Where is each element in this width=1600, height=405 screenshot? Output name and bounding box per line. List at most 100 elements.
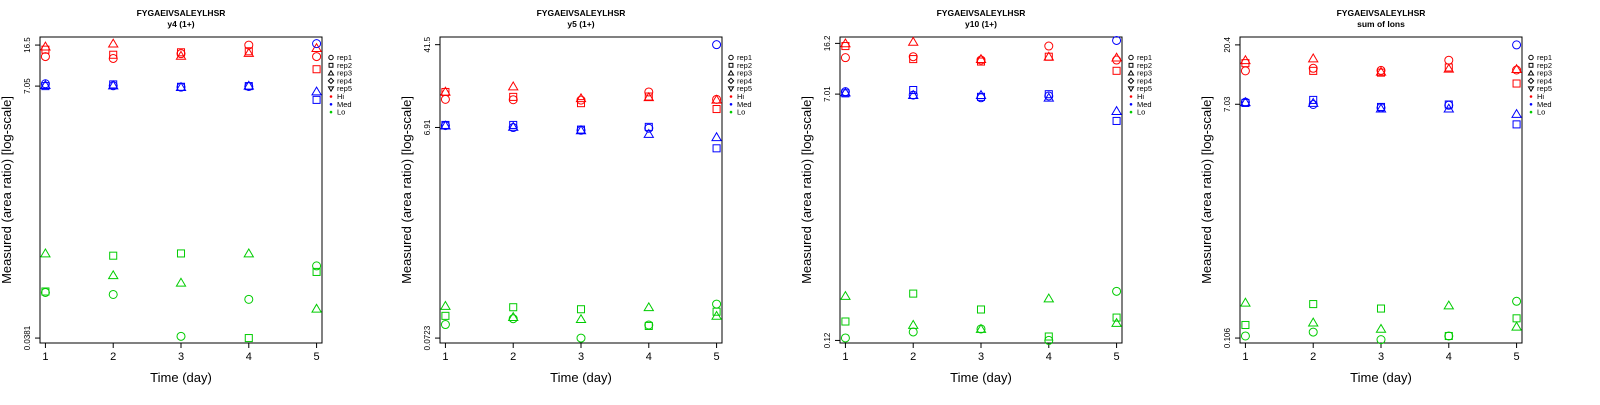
data-point: [176, 331, 186, 341]
data-point: [176, 48, 186, 57]
data-point: [1512, 65, 1522, 75]
data-point: [175, 277, 187, 287]
x-tick-label: 5: [314, 351, 320, 363]
legend-marker: [327, 77, 335, 85]
data-point: [975, 53, 987, 63]
series-med-rep3: [1239, 96, 1523, 118]
data-point: [643, 128, 655, 138]
data-point: [841, 317, 850, 326]
chart-title: FYGAEIVSALEYLHSR: [937, 8, 1026, 18]
series-hi-rep2: [441, 87, 721, 114]
x-tick-label: 1: [842, 351, 848, 363]
legend-label: rep5: [1137, 84, 1152, 93]
chart-subtitle: y4 (1+): [167, 19, 194, 29]
data-point: [576, 305, 586, 314]
data-point: [509, 92, 518, 101]
data-point: [907, 319, 919, 329]
x-tick-label: 2: [1310, 351, 1316, 363]
plot-frame: [439, 36, 723, 344]
data-point: [507, 121, 519, 131]
data-point: [1111, 317, 1123, 327]
y-tick-label: 0.0381: [23, 325, 32, 350]
data-point: [1044, 332, 1053, 341]
data-point: [1376, 335, 1386, 345]
y-tick-label: 7.05: [23, 78, 32, 94]
data-point: [107, 269, 119, 280]
chart-title: FYGAEIVSALEYLHSR: [137, 8, 226, 18]
data-point: [907, 36, 919, 46]
data-point: [1443, 300, 1455, 310]
legend-marker: [1527, 69, 1535, 76]
legend-marker: [728, 54, 734, 61]
data-point: [1112, 35, 1122, 45]
data-point: [839, 290, 851, 300]
series-med-rep3: [439, 120, 723, 142]
legend-label: rep5: [737, 84, 752, 93]
legend-label: rep2: [1537, 61, 1552, 70]
x-tick-label: 3: [578, 351, 584, 363]
data-point: [441, 311, 450, 320]
data-point: [1044, 41, 1054, 51]
data-point: [1240, 331, 1250, 341]
data-point: [1044, 90, 1053, 99]
y-tick-label: 16.5: [23, 37, 32, 53]
series-hi-rep3: [39, 38, 323, 60]
legend-dot: [1529, 103, 1533, 106]
data-point: [312, 261, 322, 271]
data-point: [508, 95, 518, 105]
legend-label: Med: [1137, 100, 1152, 109]
chart-title: FYGAEIVSALEYLHSR: [1337, 8, 1426, 18]
chart-title: FYGAEIVSALEYLHSR: [537, 8, 626, 18]
data-point: [1241, 320, 1250, 330]
y-tick-label: 20.4: [1223, 37, 1232, 53]
x-tick-label: 5: [1514, 351, 1520, 363]
series-hi-rep3: [1239, 53, 1523, 76]
series-lo-rep1: [840, 286, 1122, 345]
legend-label: Lo: [1137, 108, 1145, 117]
legend-label: rep4: [337, 76, 352, 85]
chart-subtitle: y10 (1+): [965, 19, 997, 29]
data-point: [1512, 79, 1521, 88]
legend-label: Lo: [737, 108, 745, 117]
data-point: [711, 94, 723, 104]
data-point: [1307, 53, 1319, 63]
legend-label: rep3: [1137, 69, 1152, 78]
series-med-rep2: [841, 85, 1121, 125]
legend-label: rep3: [1537, 69, 1552, 78]
data-point: [643, 301, 655, 312]
data-point: [39, 248, 51, 258]
data-point: [909, 85, 918, 95]
chart-subtitle: sum of Ions: [1357, 19, 1405, 29]
series-lo-rep3: [839, 290, 1123, 333]
x-tick-label: 5: [714, 351, 720, 363]
data-point: [711, 310, 723, 320]
legend-label: rep2: [737, 61, 752, 70]
legend-dot: [1129, 103, 1133, 106]
series-med-rep1: [440, 40, 722, 135]
data-point: [244, 294, 254, 304]
legend-marker: [727, 86, 735, 93]
data-point: [508, 314, 518, 324]
data-point: [244, 334, 253, 343]
chart-subtitle: y5 (1+): [567, 19, 594, 29]
x-tick-label: 3: [978, 351, 984, 363]
data-point: [575, 313, 587, 324]
data-point: [312, 267, 321, 276]
series-med-rep3: [839, 87, 1123, 115]
y-axis-label: Measured (area ratio) [log-scale]: [0, 96, 14, 284]
legend-dot: [1129, 110, 1133, 114]
legend-dot: [1129, 95, 1133, 98]
y-axis-label: Measured (area ratio) [log-scale]: [399, 96, 414, 284]
data-point: [175, 81, 187, 92]
data-point: [1240, 66, 1250, 76]
y-tick-label: 7.03: [1223, 96, 1232, 112]
legend-marker: [1128, 54, 1134, 61]
series-lo-rep1: [440, 299, 722, 343]
data-point: [1239, 54, 1251, 65]
data-point: [311, 42, 323, 52]
